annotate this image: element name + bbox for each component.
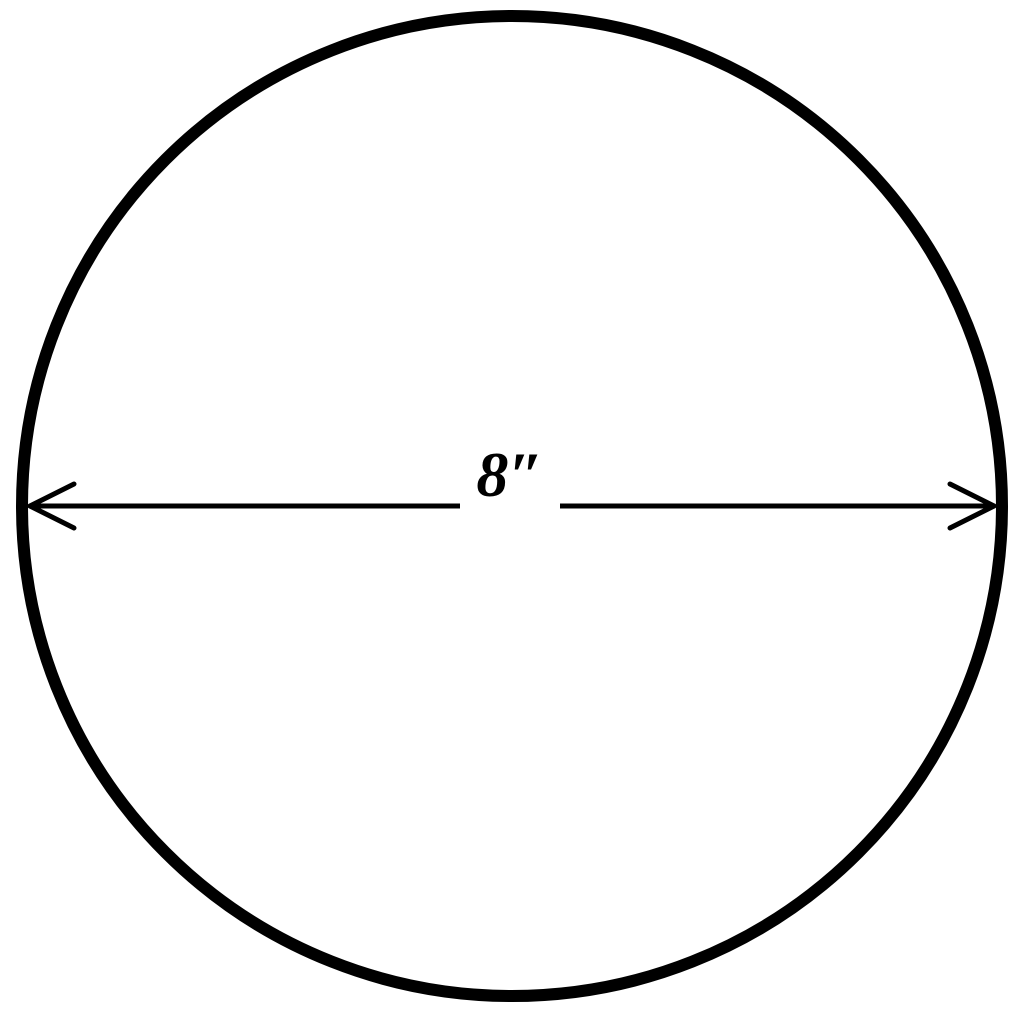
diameter-label: 8″ xyxy=(460,438,560,512)
circle-diameter-diagram: 8″ xyxy=(0,0,1024,1018)
